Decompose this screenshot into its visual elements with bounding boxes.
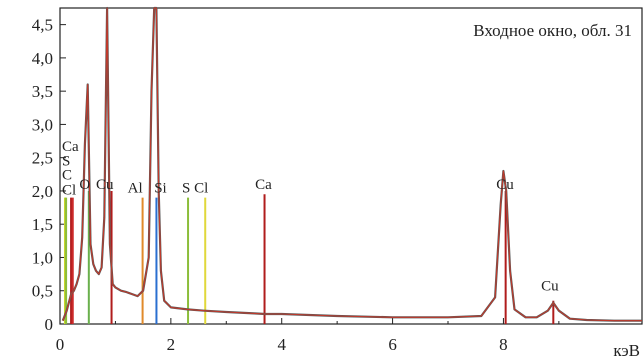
element-label-cu: Cu — [541, 279, 559, 295]
x-axis-ticks: 0 2 4 6 8 — [56, 318, 560, 354]
x-tick-label: 0 — [56, 335, 65, 354]
element-label-si: Si — [154, 180, 167, 196]
element-marker-lines — [63, 190, 555, 324]
element-label-c: C — [62, 168, 72, 184]
plot-border — [59, 7, 643, 325]
element-label-ca: Ca — [255, 177, 272, 193]
element-label-cl: Cl — [62, 182, 76, 198]
y-tick-label: 4,0 — [32, 49, 53, 68]
element-label-s: S — [62, 154, 70, 170]
y-tick-label: 0,5 — [32, 282, 53, 301]
element-label-ca: Ca — [62, 139, 79, 155]
y-tick-label: 1,0 — [32, 248, 53, 267]
y-axis-ticks: 0 0,5 1,0 1,5 2,0 2,5 3,0 3,5 4,0 4,5 — [32, 16, 66, 334]
spectrum-line-highlight — [62, 7, 642, 322]
x-tick-label: 4 — [277, 335, 286, 354]
element-label-al: Al — [128, 180, 143, 196]
y-tick-label: 2,5 — [32, 149, 53, 168]
spectrum-series — [61, 6, 642, 322]
spectrum-line — [61, 6, 642, 322]
y-tick-label: 3,5 — [32, 82, 53, 101]
y-tick-label: 3,0 — [32, 115, 53, 134]
y-tick-label: 4,5 — [32, 16, 53, 35]
element-label-cu: Cu — [496, 177, 514, 193]
y-tick-label: 2,0 — [32, 182, 53, 201]
x-tick-label: 8 — [499, 335, 508, 354]
x-tick-label: 6 — [388, 335, 397, 354]
element-label-s: S — [182, 180, 190, 196]
x-axis-label: кэВ — [613, 341, 640, 360]
x-tick-label: 2 — [167, 335, 176, 354]
chart-title: Входное окно, обл. 31 — [473, 21, 632, 40]
y-tick-label: 0 — [45, 315, 54, 334]
plot-frame — [59, 7, 643, 325]
element-label-o: O — [79, 177, 90, 193]
y-tick-label: 1,5 — [32, 215, 53, 234]
element-label-cl: Cl — [194, 180, 208, 196]
element-label-cu: Cu — [96, 177, 114, 193]
